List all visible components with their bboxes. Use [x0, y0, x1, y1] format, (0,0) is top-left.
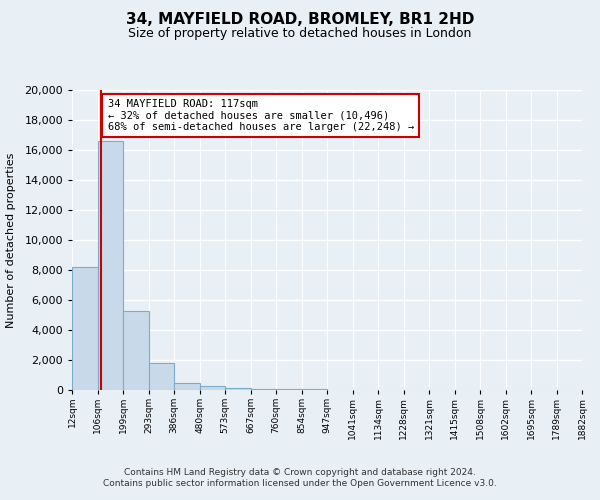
Bar — [302, 389, 327, 390]
Bar — [72, 267, 98, 390]
Bar — [200, 386, 225, 390]
Bar — [98, 141, 123, 390]
Bar — [225, 388, 251, 390]
Bar — [174, 382, 200, 390]
Bar — [123, 310, 149, 390]
Y-axis label: Number of detached properties: Number of detached properties — [6, 152, 16, 328]
Text: Size of property relative to detached houses in London: Size of property relative to detached ho… — [128, 28, 472, 40]
Bar — [276, 389, 302, 390]
Text: Contains HM Land Registry data © Crown copyright and database right 2024.
Contai: Contains HM Land Registry data © Crown c… — [103, 468, 497, 487]
Text: 34 MAYFIELD ROAD: 117sqm
← 32% of detached houses are smaller (10,496)
68% of se: 34 MAYFIELD ROAD: 117sqm ← 32% of detach… — [108, 99, 414, 132]
Bar — [251, 388, 276, 390]
Text: 34, MAYFIELD ROAD, BROMLEY, BR1 2HD: 34, MAYFIELD ROAD, BROMLEY, BR1 2HD — [126, 12, 474, 28]
Bar — [149, 363, 174, 390]
